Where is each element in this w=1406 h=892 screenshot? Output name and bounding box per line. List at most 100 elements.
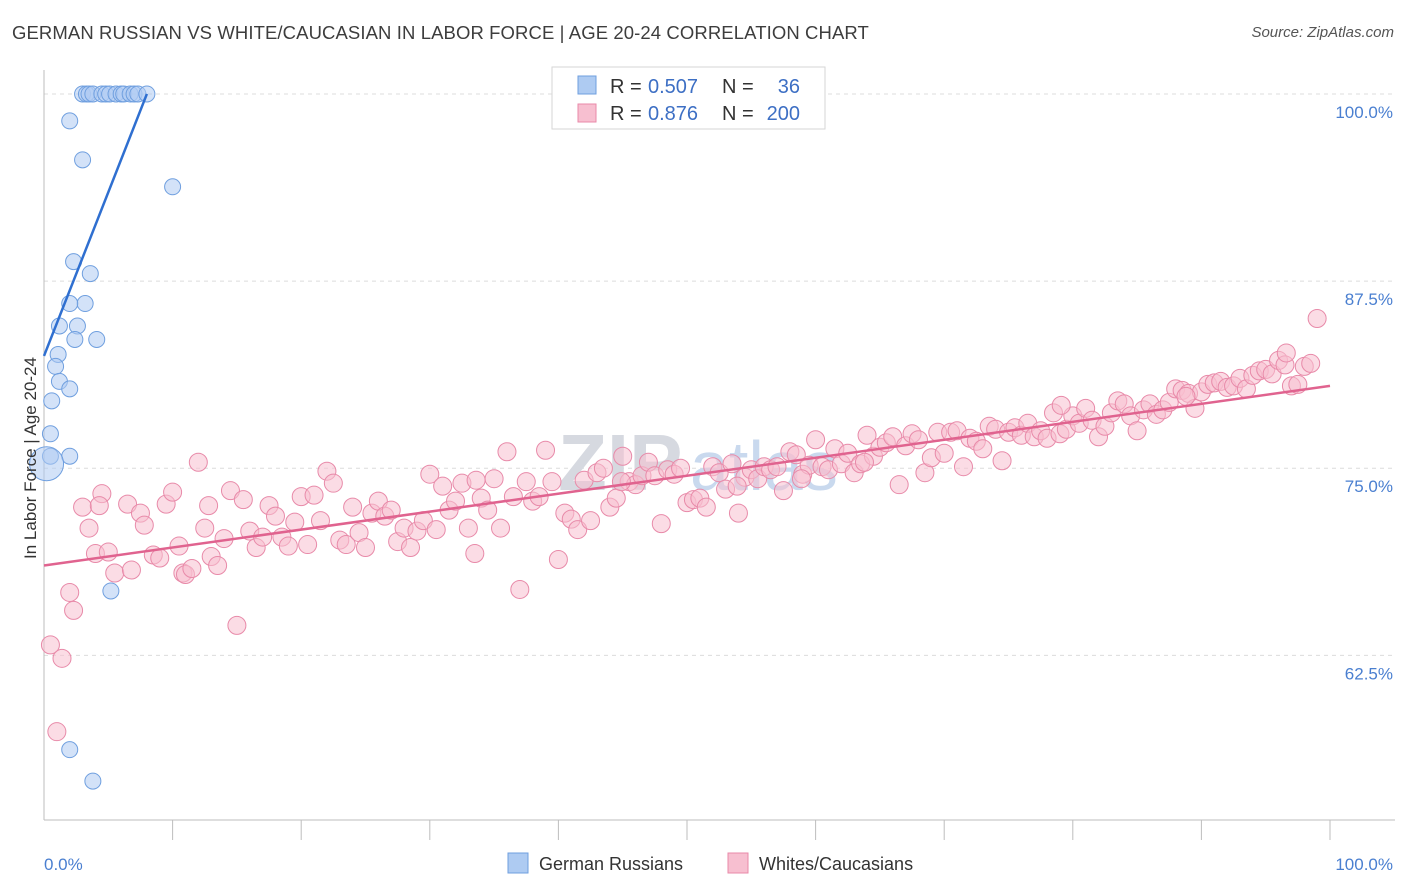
legend-r-value-2: 0.876 [648,103,698,125]
scatter-point-german-russians [61,447,79,465]
legend-r-value-1: 0.507 [648,76,698,98]
scatter-point-whites-caucasians [278,536,298,556]
scatter-point-whites-caucasians [163,482,183,502]
axes [43,70,1395,840]
scatter-point-whites-caucasians [79,518,99,538]
series-german-russians [29,85,182,790]
y-axis-label: In Labor Force | Age 20-24 [21,357,40,559]
scatter-point-whites-caucasians [420,464,440,484]
trend-line-german-russians [42,93,149,357]
scatter-point-whites-caucasians [304,485,324,505]
y-tick-label: 87.5% [1345,290,1393,309]
scatter-point-whites-caucasians [1301,353,1321,373]
scatter-point-german-russians [88,330,106,348]
scatter-point-whites-caucasians [458,518,478,538]
scatter-point-whites-caucasians [889,475,909,495]
scatter-point-whites-caucasians [857,425,877,445]
legend-n-value-2: 200 [767,103,800,125]
scatter-point-whites-caucasians [233,490,253,510]
source-label: Source: ZipAtlas.com [1251,24,1394,41]
legend-swatch-whites-caucasians [577,103,597,123]
scatter-point-whites-caucasians [516,472,536,492]
scatter-point-german-russians [43,392,61,410]
scatter-point-whites-caucasians [606,488,626,508]
scatter-point-german-russians [61,741,79,759]
scatter-point-whites-caucasians [491,518,511,538]
scatter-point-german-russians [29,446,65,482]
scatter-point-german-russians [102,582,120,600]
scatter-point-whites-caucasians [934,443,954,463]
legend-r-label-2: R = [610,103,642,125]
scatter-point-whites-caucasians [1127,421,1147,441]
scatter-point-german-russians [66,330,84,348]
scatter-point-whites-caucasians [478,500,498,520]
chart-title: GERMAN RUSSIAN VS WHITE/CAUCASIAN IN LAB… [12,22,869,43]
scatter-point-whites-caucasians [593,458,613,478]
scatter-point-whites-caucasians [336,535,356,555]
bottom-legend-swatch-whites-caucasians [727,852,749,874]
scatter-point-whites-caucasians [134,515,154,535]
scatter-point-whites-caucasians [536,440,556,460]
scatter-point-german-russians [74,151,92,169]
bottom-legend-swatch-german-russians [507,852,529,874]
legend-r-label-1: R = [610,76,642,98]
legend-n-value-1: 36 [778,76,800,98]
series-whites-caucasians [40,309,1327,742]
scatter-point-whites-caucasians [497,442,517,462]
grid-lines [44,93,1395,656]
scatter-point-whites-caucasians [767,457,787,477]
legend-n-label-1: N = [722,76,754,98]
legend-swatch-german-russians [577,75,597,95]
trend-lines [42,93,1331,567]
scatter-point-german-russians [164,178,182,196]
legend-n-label-2: N = [722,103,754,125]
scatter-point-whites-caucasians [953,457,973,477]
scatter-point-whites-caucasians [728,503,748,523]
scatter-point-whites-caucasians [1276,343,1296,363]
scatter-point-whites-caucasians [356,538,375,558]
scatter-point-whites-caucasians [1051,395,1071,415]
y-tick-label: 62.5% [1345,664,1393,683]
scatter-point-whites-caucasians [581,511,601,531]
scatter-point-whites-caucasians [121,560,141,580]
scatter-point-whites-caucasians [40,635,60,655]
scatter-point-german-russians [76,295,94,313]
scatter-point-whites-caucasians [542,472,562,492]
scatter-point-whites-caucasians [150,548,170,568]
scatter-point-whites-caucasians [806,430,826,450]
scatter-point-whites-caucasians [1176,386,1196,406]
scatter-point-whites-caucasians [105,563,125,583]
scatter-point-german-russians [81,265,99,283]
scatter-point-whites-caucasians [854,452,874,472]
scatter-point-whites-caucasians [611,472,631,492]
scatter-point-whites-caucasians [908,430,928,450]
scatter-point-whites-caucasians [503,487,523,507]
scatter-point-whites-caucasians [298,535,318,555]
scatter-point-whites-caucasians [188,452,208,472]
scatter-point-whites-caucasians [426,520,446,540]
scatter-point-whites-caucasians [60,582,80,602]
scatter-point-whites-caucasians [199,496,219,516]
scatter-point-whites-caucasians [696,497,716,517]
scatter-point-whites-caucasians [548,550,568,570]
scatter-point-whites-caucasians [651,514,671,534]
legend-box: R = 0.507 N = 36 R = 0.876 N = 200 [551,66,826,130]
scatter-point-german-russians [41,425,59,443]
scatter-point-whites-caucasians [433,476,453,496]
scatter-point-whites-caucasians [208,556,228,576]
scatter-point-whites-caucasians [73,497,93,517]
bottom-legend-label-whites-caucasians: Whites/Caucasians [759,854,913,874]
scatter-point-whites-caucasians [446,491,466,511]
bottom-legend: German Russians Whites/Caucasians [507,852,913,874]
scatter-point-whites-caucasians [401,538,421,558]
scatter-point-whites-caucasians [323,473,343,493]
scatter-point-whites-caucasians [89,496,109,516]
scatter-point-german-russians [84,772,102,790]
scatter-point-whites-caucasians [47,722,67,742]
scatter-point-german-russians [61,380,79,398]
scatter-point-whites-caucasians [510,579,530,599]
scatter-point-whites-caucasians [1307,309,1327,329]
scatter-point-whites-caucasians [973,439,993,459]
scatter-point-whites-caucasians [465,544,485,564]
